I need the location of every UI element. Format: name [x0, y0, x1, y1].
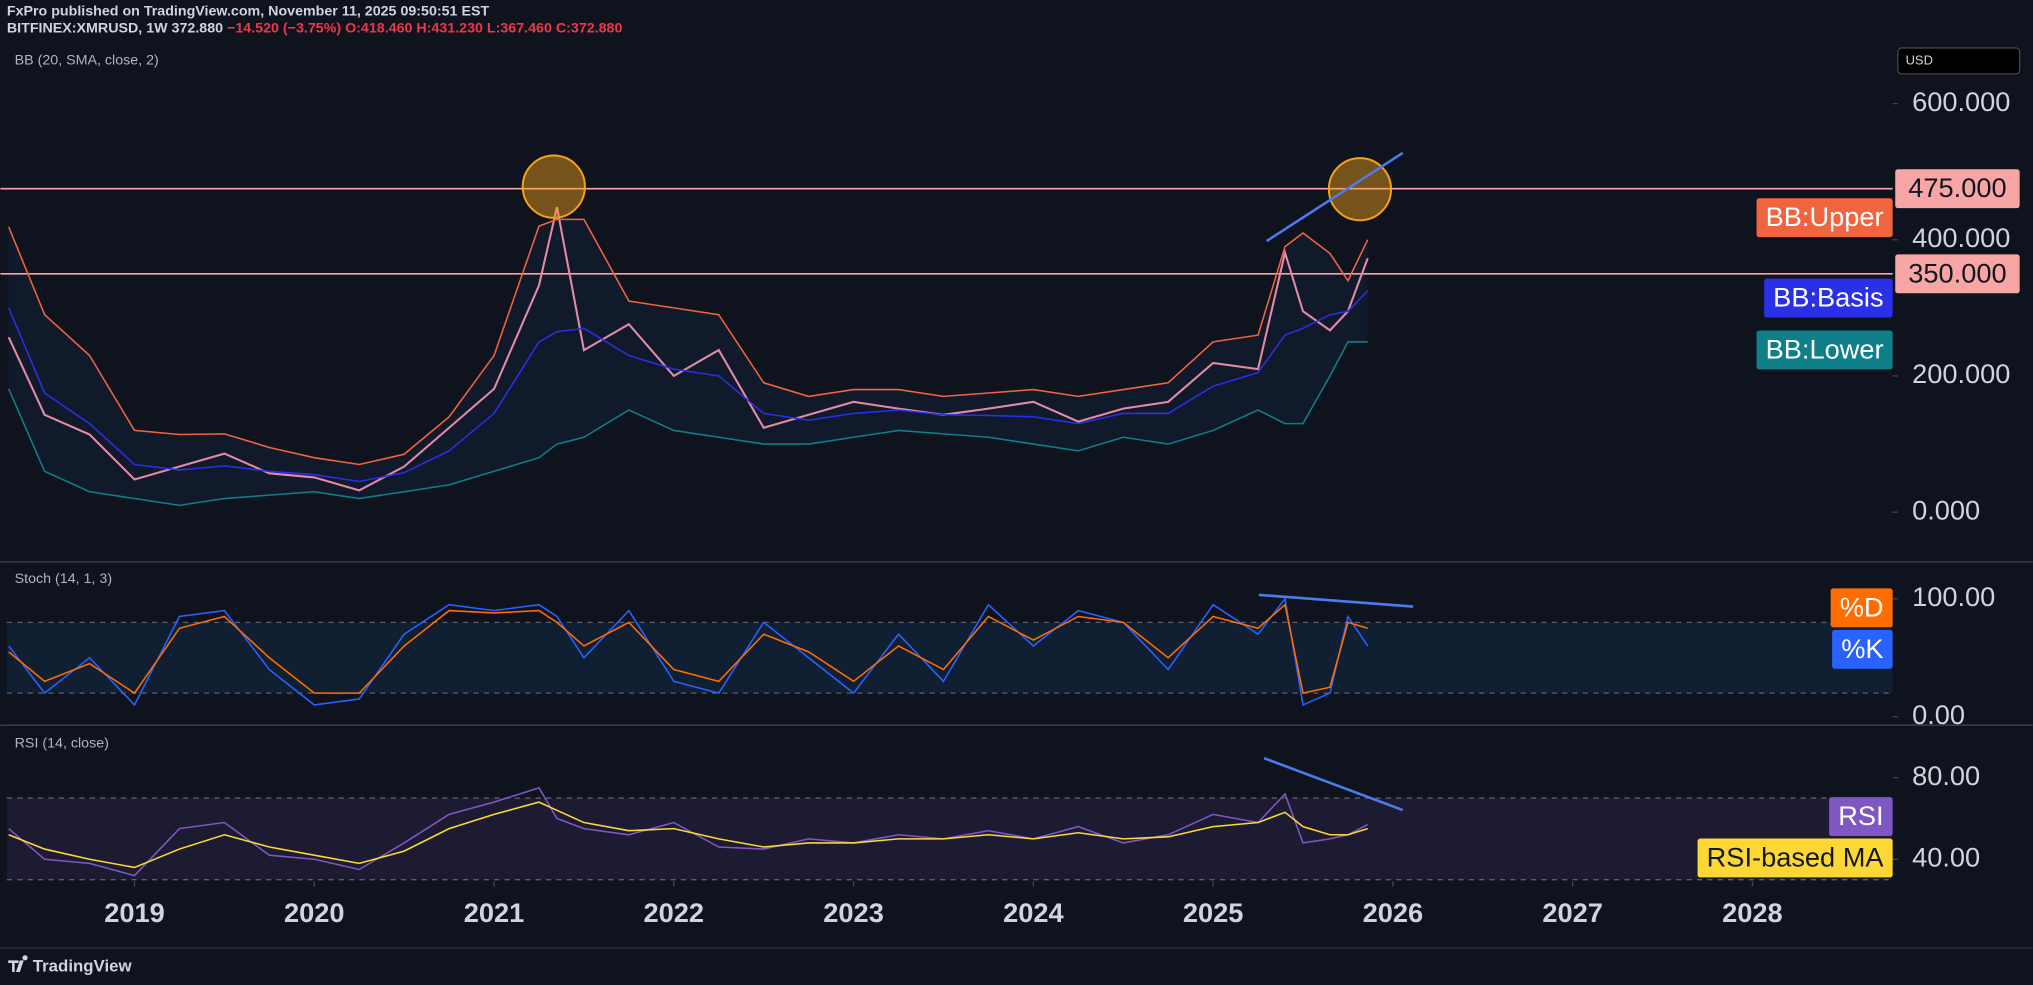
x-tick-label: 2022 — [644, 897, 705, 928]
level-label-box — [1895, 169, 2020, 209]
series-line — [7, 341, 1368, 507]
series-label: RSI — [1838, 800, 1883, 831]
x-tick-label: 2027 — [1542, 897, 1603, 928]
series-line — [8, 603, 1368, 695]
highlight-circle — [1327, 157, 1393, 222]
bb-fill — [8, 219, 1368, 506]
trend-line — [1263, 756, 1404, 812]
y-tick-label: 600.000 — [1912, 86, 2010, 117]
highlight-circle — [521, 154, 586, 219]
series-label: BB:Basis — [1773, 282, 1883, 313]
series-label-box — [1829, 797, 1893, 836]
currency[interactable]: USD — [1906, 52, 1933, 67]
footer-brand: TradingView — [33, 956, 133, 975]
series-line — [8, 786, 1369, 877]
indicator-label: RSI (14, close) — [15, 736, 109, 752]
logo — [8, 955, 28, 973]
series-label-box — [1697, 838, 1893, 878]
series-label: BB:Lower — [1766, 333, 1884, 364]
indicator-label: Stoch (14, 1, 3) — [15, 571, 112, 587]
level-label-box — [1895, 254, 2020, 294]
series-label-box — [1764, 278, 1893, 318]
published-line: FxPro published on TradingView.com, Nove… — [7, 3, 490, 19]
x-tick-label: 2023 — [823, 897, 884, 928]
series-label-box — [1832, 629, 1893, 669]
level-label: 350.000 — [1908, 257, 2006, 288]
series-label: %K — [1841, 633, 1883, 664]
change: −14.520 (−3.75%) — [227, 20, 341, 36]
series-line — [8, 596, 1369, 707]
x-tick-label: 2021 — [464, 897, 525, 928]
trend-line — [1258, 593, 1414, 608]
trend-line — [1265, 151, 1404, 243]
y-tick-label: 200.000 — [1912, 358, 2010, 389]
y-tick-label: 80.00 — [1912, 760, 1980, 791]
symbol: BITFINEX:XMRUSD, 1W — [7, 20, 168, 36]
series-label: RSI-based MA — [1707, 841, 1885, 872]
y-tick-label: 400.000 — [1912, 222, 2010, 253]
x-tick-label: 2025 — [1183, 897, 1244, 928]
close: C:372.880 — [556, 20, 623, 36]
open: O:418.460 — [345, 20, 412, 36]
indicator-label: BB (20, SMA, close, 2) — [15, 53, 159, 69]
series-line — [7, 290, 1369, 483]
series-label: %D — [1840, 591, 1884, 622]
series-label-box — [1830, 588, 1893, 628]
band-fill — [6, 622, 1893, 694]
level-label: 475.000 — [1908, 172, 2006, 203]
y-tick-label: 100.00 — [1912, 581, 1995, 612]
series-line — [8, 801, 1368, 869]
last-price: 372.880 — [172, 20, 224, 36]
y-tick-label: 40.00 — [1912, 841, 1980, 872]
x-tick-label: 2024 — [1003, 897, 1064, 928]
x-tick-label: 2028 — [1722, 897, 1783, 928]
series-label-box — [1756, 198, 1893, 238]
symbol-line: BITFINEX:XMRUSD, 1W 372.880 −14.520 (−3.… — [7, 20, 623, 36]
x-tick-label: 2019 — [104, 897, 165, 928]
currency-box[interactable] — [1897, 47, 2021, 75]
series-line — [7, 206, 1369, 492]
y-tick-label: 0.000 — [1912, 494, 1980, 525]
series-label: BB:Upper — [1766, 201, 1884, 232]
x-tick-label: 2020 — [284, 897, 345, 928]
low: L:367.460 — [487, 20, 552, 36]
series-label-box — [1756, 330, 1893, 370]
y-tick-label: 0.00 — [1912, 699, 1965, 730]
x-tick-label: 2026 — [1363, 897, 1424, 928]
series-line — [7, 218, 1369, 466]
high: H:431.230 — [416, 20, 483, 36]
